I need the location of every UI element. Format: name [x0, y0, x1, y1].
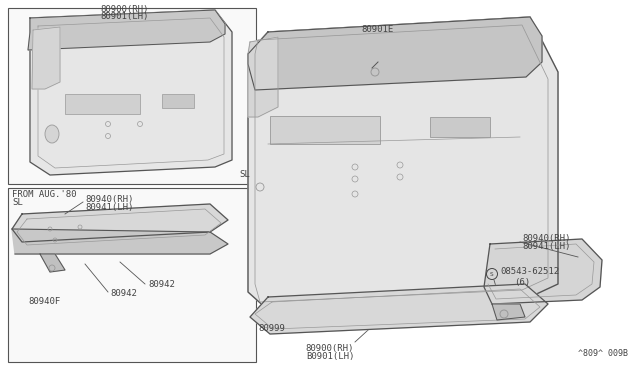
Text: SL: SL — [239, 170, 250, 179]
Text: FROM AUG.'80: FROM AUG.'80 — [12, 190, 77, 199]
Polygon shape — [248, 37, 278, 117]
Text: 80900(RH): 80900(RH) — [306, 344, 354, 353]
Polygon shape — [492, 304, 525, 320]
Polygon shape — [40, 254, 65, 272]
Bar — [8, 8, 256, 184]
Text: (6): (6) — [514, 278, 530, 286]
Polygon shape — [248, 17, 542, 90]
Text: 80901E: 80901E — [362, 25, 394, 34]
Bar — [430, 117, 490, 137]
Polygon shape — [30, 10, 232, 175]
Text: 80999: 80999 — [258, 324, 285, 333]
Text: 80901(LH): 80901(LH) — [100, 12, 148, 21]
Bar — [270, 116, 380, 144]
Polygon shape — [12, 229, 228, 254]
Polygon shape — [32, 27, 60, 89]
Text: 80940(RH): 80940(RH) — [522, 234, 570, 243]
Text: S: S — [490, 272, 494, 276]
Polygon shape — [248, 17, 558, 310]
Text: 80942: 80942 — [148, 280, 175, 289]
Text: 80940F: 80940F — [28, 297, 60, 306]
Text: 08543-62512: 08543-62512 — [500, 267, 559, 276]
Bar — [8, 188, 256, 362]
Ellipse shape — [45, 125, 59, 143]
Text: ^809^ 009B: ^809^ 009B — [578, 349, 628, 358]
Text: 80900(RH): 80900(RH) — [100, 5, 148, 14]
Polygon shape — [250, 284, 548, 334]
Polygon shape — [28, 10, 225, 50]
Text: 80941(LH): 80941(LH) — [85, 203, 133, 212]
Polygon shape — [12, 204, 228, 242]
Text: B0901(LH): B0901(LH) — [306, 352, 354, 361]
Bar — [65, 94, 140, 114]
Text: 80940(RH): 80940(RH) — [85, 195, 133, 204]
Text: 80941(LH): 80941(LH) — [522, 243, 570, 251]
Polygon shape — [484, 239, 602, 304]
Bar — [162, 94, 194, 108]
Text: 80942: 80942 — [110, 289, 137, 298]
Text: SL: SL — [12, 198, 23, 207]
